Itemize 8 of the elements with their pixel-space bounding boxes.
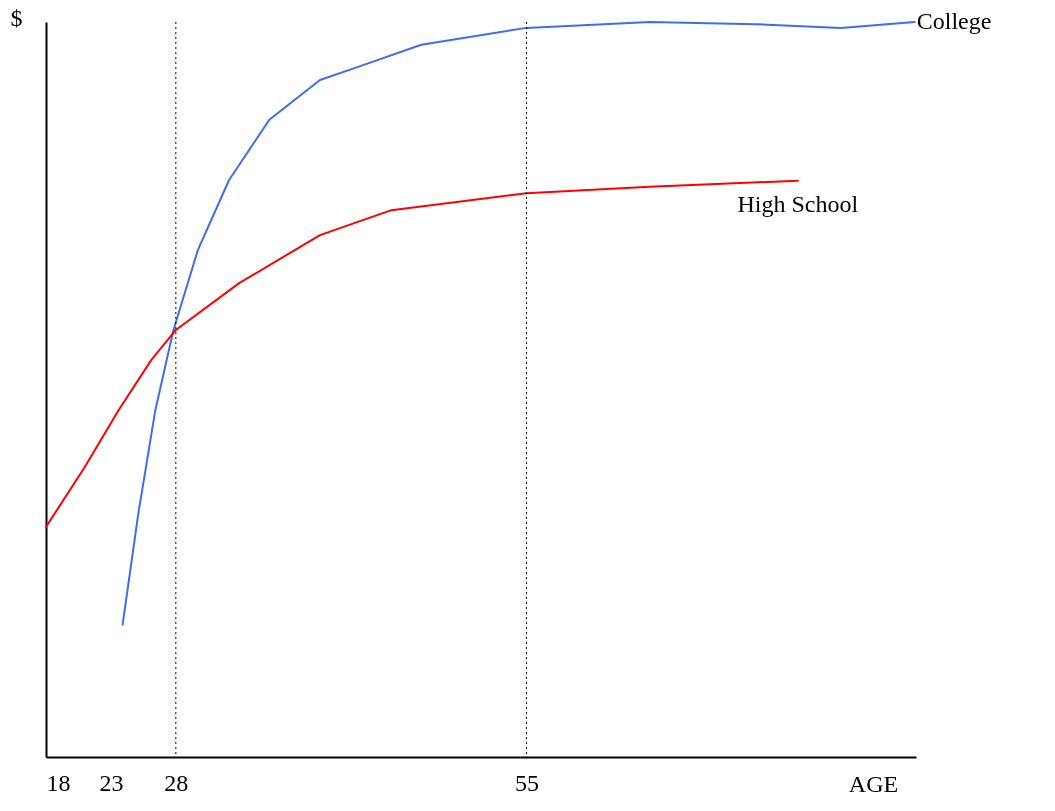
x-tick-label: 55 <box>514 769 539 796</box>
x-tick-label: 28 <box>164 769 189 796</box>
y-axis-title: $ <box>10 4 23 31</box>
series-label: High School <box>737 190 859 217</box>
x-axis-title: AGE <box>848 770 899 797</box>
series-label: College <box>916 8 992 34</box>
x-tick-label: 18 <box>46 769 71 796</box>
x-tick-label: 23 <box>99 769 124 796</box>
